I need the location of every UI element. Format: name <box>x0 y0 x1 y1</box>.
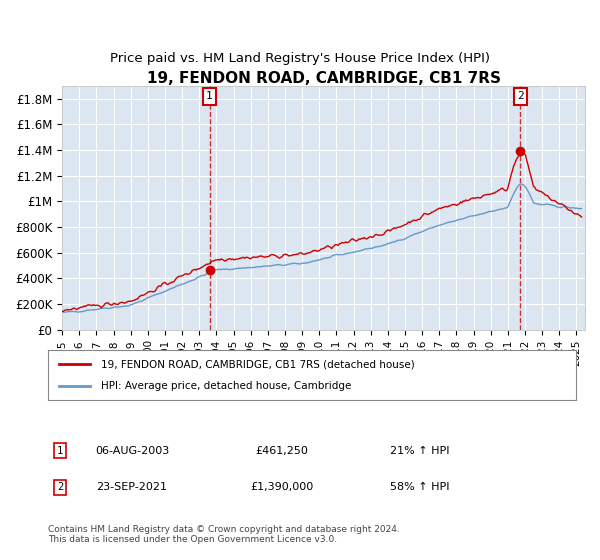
Text: 23-SEP-2021: 23-SEP-2021 <box>97 482 167 492</box>
Text: £1,390,000: £1,390,000 <box>250 482 314 492</box>
Text: 58% ↑ HPI: 58% ↑ HPI <box>390 482 450 492</box>
Text: 19, FENDON ROAD, CAMBRIDGE, CB1 7RS (detached house): 19, FENDON ROAD, CAMBRIDGE, CB1 7RS (det… <box>101 359 415 369</box>
Text: 1: 1 <box>57 446 63 456</box>
Text: Price paid vs. HM Land Registry's House Price Index (HPI): Price paid vs. HM Land Registry's House … <box>110 52 490 66</box>
Text: 06-AUG-2003: 06-AUG-2003 <box>95 446 169 456</box>
Title: 19, FENDON ROAD, CAMBRIDGE, CB1 7RS: 19, FENDON ROAD, CAMBRIDGE, CB1 7RS <box>146 71 500 86</box>
Text: 1: 1 <box>206 91 213 101</box>
Text: £461,250: £461,250 <box>256 446 308 456</box>
Text: 21% ↑ HPI: 21% ↑ HPI <box>390 446 450 456</box>
Text: 2: 2 <box>517 91 524 101</box>
Text: HPI: Average price, detached house, Cambridge: HPI: Average price, detached house, Camb… <box>101 381 351 391</box>
Text: 2: 2 <box>57 482 63 492</box>
Text: Contains HM Land Registry data © Crown copyright and database right 2024.
This d: Contains HM Land Registry data © Crown c… <box>48 525 400 544</box>
